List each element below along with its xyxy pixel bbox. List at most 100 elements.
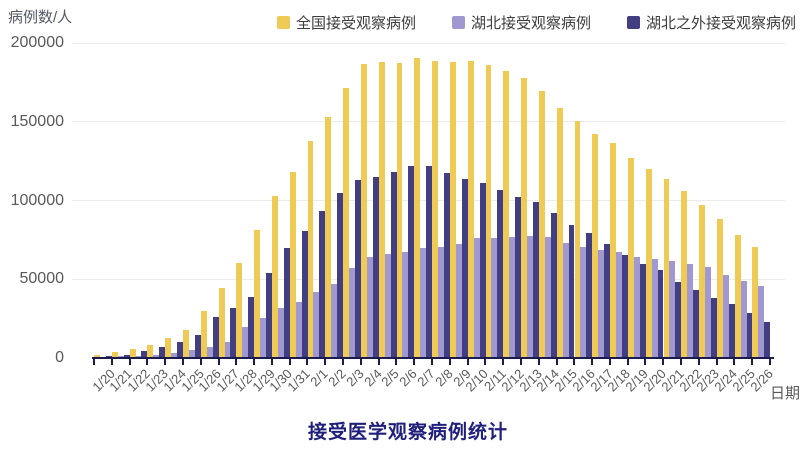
bar[interactable] [141,350,148,358]
bar[interactable] [396,63,403,358]
bar[interactable] [366,257,373,358]
bar[interactable] [349,268,355,358]
bar[interactable] [574,120,581,358]
bar[interactable] [218,287,225,358]
bar[interactable] [277,307,284,358]
bar[interactable] [236,262,243,358]
bar[interactable] [307,141,314,358]
bar[interactable] [260,318,267,358]
bar[interactable] [230,307,237,358]
bar[interactable] [360,63,367,358]
bar[interactable] [438,246,444,358]
bar[interactable] [610,143,617,358]
legend-item-0[interactable]: 全国接受观察病例 [276,12,416,33]
legend-item-2[interactable]: 湖北之外接受观察病例 [626,12,796,33]
bar[interactable] [171,353,178,358]
bar[interactable] [758,286,765,358]
bar[interactable] [212,317,219,358]
bar[interactable] [188,350,195,358]
bar[interactable] [521,77,528,358]
bar[interactable] [200,310,207,358]
bar[interactable] [687,264,694,358]
bar[interactable] [402,251,409,358]
bar[interactable] [538,91,545,358]
bar[interactable] [295,301,302,358]
bar[interactable] [568,224,575,358]
bar[interactable] [616,251,622,358]
bar[interactable] [461,179,468,358]
bar[interactable] [479,183,486,358]
bar[interactable] [651,259,658,358]
bar[interactable] [313,292,320,358]
bar[interactable] [728,304,735,358]
bar[interactable] [746,312,753,358]
bar[interactable] [177,342,183,358]
bar[interactable] [283,247,290,358]
bar[interactable] [503,71,510,358]
bar[interactable] [604,244,611,358]
bar[interactable] [586,233,593,358]
legend-item-1[interactable]: 湖北接受观察病例 [451,12,591,33]
bar[interactable] [645,169,652,358]
bar[interactable] [467,61,474,358]
bar[interactable] [515,196,522,358]
bar[interactable] [497,189,504,358]
bar[interactable] [337,192,344,358]
bar[interactable] [420,248,427,358]
bar[interactable] [343,88,350,358]
bar[interactable] [443,172,450,358]
bar[interactable] [289,172,296,358]
bar[interactable] [182,329,189,358]
bar[interactable] [248,296,255,358]
bar[interactable] [123,354,130,358]
bar[interactable] [580,247,587,358]
bar[interactable] [693,290,700,358]
bar[interactable] [94,354,100,358]
bar[interactable] [355,180,361,358]
bar[interactable] [509,237,516,358]
bar[interactable] [491,237,498,358]
bar[interactable] [544,237,551,358]
bar[interactable] [627,158,634,358]
bar[interactable] [633,256,640,358]
bar[interactable] [722,275,729,358]
bar[interactable] [111,351,118,358]
bar[interactable] [390,171,397,358]
bar[interactable] [705,266,711,358]
bar[interactable] [325,117,332,358]
bar[interactable] [681,190,688,358]
bar[interactable] [764,321,771,358]
bar[interactable] [206,346,213,358]
bar[interactable] [194,335,201,358]
bar[interactable] [562,243,569,358]
bar[interactable] [129,349,136,358]
bar[interactable] [657,270,664,358]
bar[interactable] [752,246,759,358]
bar[interactable] [372,176,379,358]
bar[interactable] [159,347,166,358]
bar[interactable] [532,202,539,358]
bar[interactable] [485,65,492,358]
bar[interactable] [266,272,272,358]
bar[interactable] [271,195,278,358]
bar[interactable] [598,250,605,358]
bar[interactable] [527,236,533,358]
bar[interactable] [473,238,480,358]
bar[interactable] [426,166,433,358]
bar[interactable] [669,260,676,358]
bar[interactable] [639,264,646,358]
bar[interactable] [331,284,338,358]
bar[interactable] [663,179,670,358]
bar[interactable] [621,255,628,358]
bar[interactable] [224,341,231,358]
bar[interactable] [734,235,741,358]
bar[interactable] [740,281,747,358]
bar[interactable] [147,344,154,358]
bar[interactable] [710,297,717,358]
bar[interactable] [675,281,682,358]
bar[interactable] [414,58,421,358]
bar[interactable] [449,61,456,358]
bar[interactable] [165,338,172,358]
bar[interactable] [301,231,308,358]
bar[interactable] [153,355,160,358]
